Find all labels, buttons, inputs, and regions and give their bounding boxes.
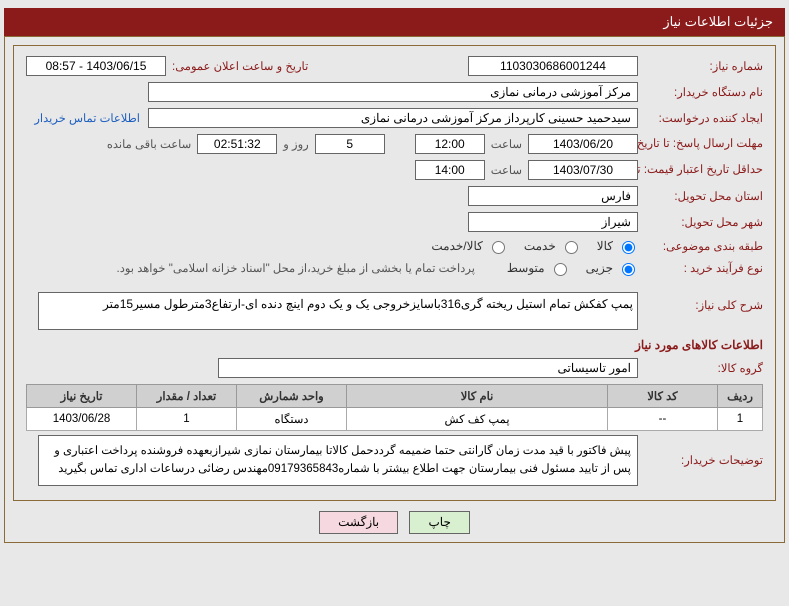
radio-group-subject: کالا خدمت کالا/خدمت [419, 238, 638, 254]
td-unit: دستگاه [237, 408, 347, 431]
label-subject-class: طبقه بندی موضوعی: [638, 239, 763, 253]
input-deadline-date[interactable] [528, 134, 638, 154]
label-announce-dt: تاریخ و ساعت اعلان عمومی: [166, 59, 308, 73]
input-requester[interactable] [148, 108, 638, 128]
th-date: تاریخ نیاز [27, 385, 137, 408]
radio-kala-khedmat[interactable] [492, 241, 505, 254]
footer-buttons: چاپ بازگشت [13, 511, 776, 534]
label-time2: ساعت [485, 163, 528, 177]
td-qty: 1 [137, 408, 237, 431]
outer-frame: شماره نیاز: تاریخ و ساعت اعلان عمومی: نا… [4, 36, 785, 543]
table-row: 1 -- پمپ کف کش دستگاه 1 1403/06/28 [27, 408, 763, 431]
th-unit: واحد شمارش [237, 385, 347, 408]
label-buyer-org: نام دستگاه خریدار: [638, 85, 763, 99]
th-qty: تعداد / مقدار [137, 385, 237, 408]
th-code: کد کالا [608, 385, 718, 408]
label-buyer-notes: توضیحات خریدار: [638, 453, 763, 467]
label-purchase-type: نوع فرآیند خرید : [638, 261, 763, 275]
input-deadline-time[interactable] [415, 134, 485, 154]
input-city[interactable] [468, 212, 638, 232]
radio-label-khedmat: خدمت [524, 239, 556, 253]
td-date: 1403/06/28 [27, 408, 137, 431]
inner-frame: شماره نیاز: تاریخ و ساعت اعلان عمومی: نا… [13, 45, 776, 501]
label-deadline: مهلت ارسال پاسخ: تا تاریخ: [638, 138, 763, 151]
radio-label-medium: متوسط [507, 261, 545, 275]
td-name: پمپ کف کش [347, 408, 608, 431]
label-validity: حداقل تاریخ اعتبار قیمت: تا تاریخ: [638, 164, 763, 177]
label-time1: ساعت [485, 137, 528, 151]
input-validity-time[interactable] [415, 160, 485, 180]
buyer-notes-box: پیش فاکتور با قید مدت زمان گارانتی حتما … [38, 435, 638, 486]
goods-table: ردیف کد کالا نام کالا واحد شمارش تعداد /… [26, 384, 763, 431]
input-buyer-org[interactable] [148, 82, 638, 102]
input-goods-group[interactable] [218, 358, 638, 378]
label-remaining: ساعت باقی مانده [101, 137, 197, 151]
label-province: استان محل تحویل: [638, 189, 763, 203]
radio-group-purchase: جزیی متوسط [495, 260, 638, 276]
input-province[interactable] [468, 186, 638, 206]
td-code: -- [608, 408, 718, 431]
radio-label-kala-khedmat: کالا/خدمت [431, 239, 482, 253]
input-announce-dt[interactable] [26, 56, 166, 76]
label-requester: ایجاد کننده درخواست: [638, 111, 763, 125]
table-header-row: ردیف کد کالا نام کالا واحد شمارش تعداد /… [27, 385, 763, 408]
radio-kala[interactable] [622, 241, 635, 254]
textarea-need-desc[interactable] [38, 292, 638, 330]
label-need-desc: شرح کلی نیاز: [638, 292, 763, 312]
radio-label-kala: کالا [597, 239, 613, 253]
radio-partial[interactable] [622, 263, 635, 276]
label-goods-group: گروه کالا: [638, 361, 763, 375]
section-title-goods: اطلاعات کالاهای مورد نیاز [26, 338, 763, 352]
radio-medium[interactable] [554, 263, 567, 276]
th-name: نام کالا [347, 385, 608, 408]
print-button[interactable]: چاپ [409, 511, 469, 534]
link-buyer-contact[interactable]: اطلاعات تماس خریدار [34, 111, 140, 125]
input-countdown [197, 134, 277, 154]
input-need-number[interactable] [468, 56, 638, 76]
label-city: شهر محل تحویل: [638, 215, 763, 229]
label-days: روز و [277, 137, 314, 151]
back-button[interactable]: بازگشت [319, 511, 398, 534]
radio-label-partial: جزیی [586, 261, 613, 275]
panel-title: جزئیات اطلاعات نیاز [663, 14, 773, 29]
note-treasury: پرداخت تمام یا بخشی از مبلغ خرید،از محل … [117, 261, 475, 275]
input-days-remaining[interactable] [315, 134, 385, 154]
td-idx: 1 [718, 408, 763, 431]
label-need-number: شماره نیاز: [638, 59, 763, 73]
panel-header: جزئیات اطلاعات نیاز [4, 8, 785, 36]
radio-khedmat[interactable] [565, 241, 578, 254]
th-idx: ردیف [718, 385, 763, 408]
input-validity-date[interactable] [528, 160, 638, 180]
